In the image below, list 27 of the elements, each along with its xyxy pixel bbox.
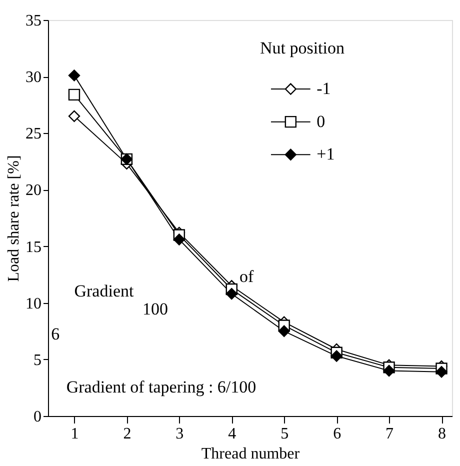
y-tick-label: 5 — [34, 352, 42, 369]
x-tick-label: 3 — [176, 426, 184, 442]
annotation: of — [240, 266, 254, 286]
legend-label: +1 — [316, 144, 335, 164]
x-tick-label: 6 — [333, 426, 342, 442]
x-axis-title: Thread number — [201, 446, 300, 462]
annotation: 6 — [51, 324, 60, 344]
x-tick-label: 8 — [438, 426, 446, 442]
legend-title: Nut position — [260, 38, 346, 58]
x-tick-label: 1 — [70, 426, 79, 442]
y-tick-label: 20 — [26, 182, 42, 200]
y-tick-label: 35 — [26, 12, 42, 30]
y-tick-label: 15 — [26, 238, 42, 256]
x-tick-label: 5 — [280, 426, 289, 442]
legend-label: -1 — [316, 79, 331, 98]
x-tick-label: 2 — [123, 426, 132, 442]
y-tick-label: 0 — [34, 408, 42, 426]
y-tick-label: 30 — [26, 69, 42, 86]
y-axis-title: Load share rate [%] — [6, 155, 22, 282]
y-tick-label: 10 — [26, 295, 42, 312]
x-tick-label: 7 — [386, 426, 394, 442]
annotation: 100 — [142, 300, 168, 319]
y-tick-label: 25 — [26, 126, 42, 143]
x-tick-label: 4 — [228, 426, 236, 442]
legend-label: 0 — [316, 112, 326, 131]
annotation: Gradient — [74, 282, 134, 301]
annotation: Gradient of tapering : 6/100 — [66, 378, 256, 397]
